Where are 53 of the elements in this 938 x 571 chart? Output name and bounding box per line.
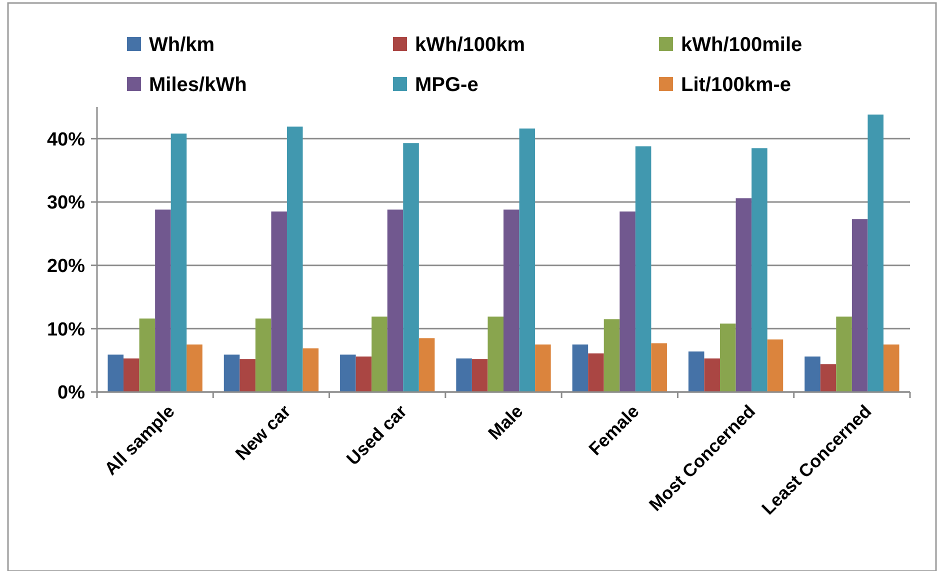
bar [767,339,784,392]
bar [186,344,202,392]
bar [820,364,836,392]
bar [852,219,868,392]
y-tick-label: 0% [58,382,86,404]
bar [651,343,667,392]
bar [224,354,240,392]
bar [456,358,472,392]
bar [752,148,768,392]
bar [340,354,356,392]
bar [170,134,187,392]
bar [868,114,884,392]
bar [804,356,820,392]
bar [286,126,303,392]
bar [620,212,636,392]
bar [372,316,388,392]
bar [108,354,124,392]
y-tick-label: 20% [46,256,86,277]
bar [472,359,488,392]
bar [271,212,287,392]
legend-label: Miles/kWh [149,74,247,96]
bar [572,344,588,392]
y-tick-label: 40% [46,129,86,150]
legend-label: Lit/100km-e [681,74,792,96]
bar [302,348,319,392]
bar [124,358,140,392]
bar [720,324,736,392]
bar [736,198,752,392]
bar [504,210,520,392]
bar [704,358,720,392]
bar [240,359,256,392]
bar [488,316,504,392]
legend-label: Wh/km [149,34,215,56]
bar [418,338,435,392]
bar [403,143,419,392]
legend-label: MPG-e [415,74,478,96]
bar [635,146,652,392]
bar [155,210,171,392]
bar [387,210,404,392]
bar [688,351,704,392]
bar [836,316,852,392]
bar [139,318,156,392]
bar [535,344,551,392]
bar [519,128,536,392]
bar [883,344,900,392]
y-tick-label: 10% [46,319,86,340]
bar [356,356,372,392]
legend-label: kWh/100km [415,34,526,56]
bar [588,353,604,392]
y-tick-label: 30% [46,192,86,214]
bar [255,318,272,392]
bar [604,319,620,392]
legend-label: kWh/100mile [681,34,802,56]
